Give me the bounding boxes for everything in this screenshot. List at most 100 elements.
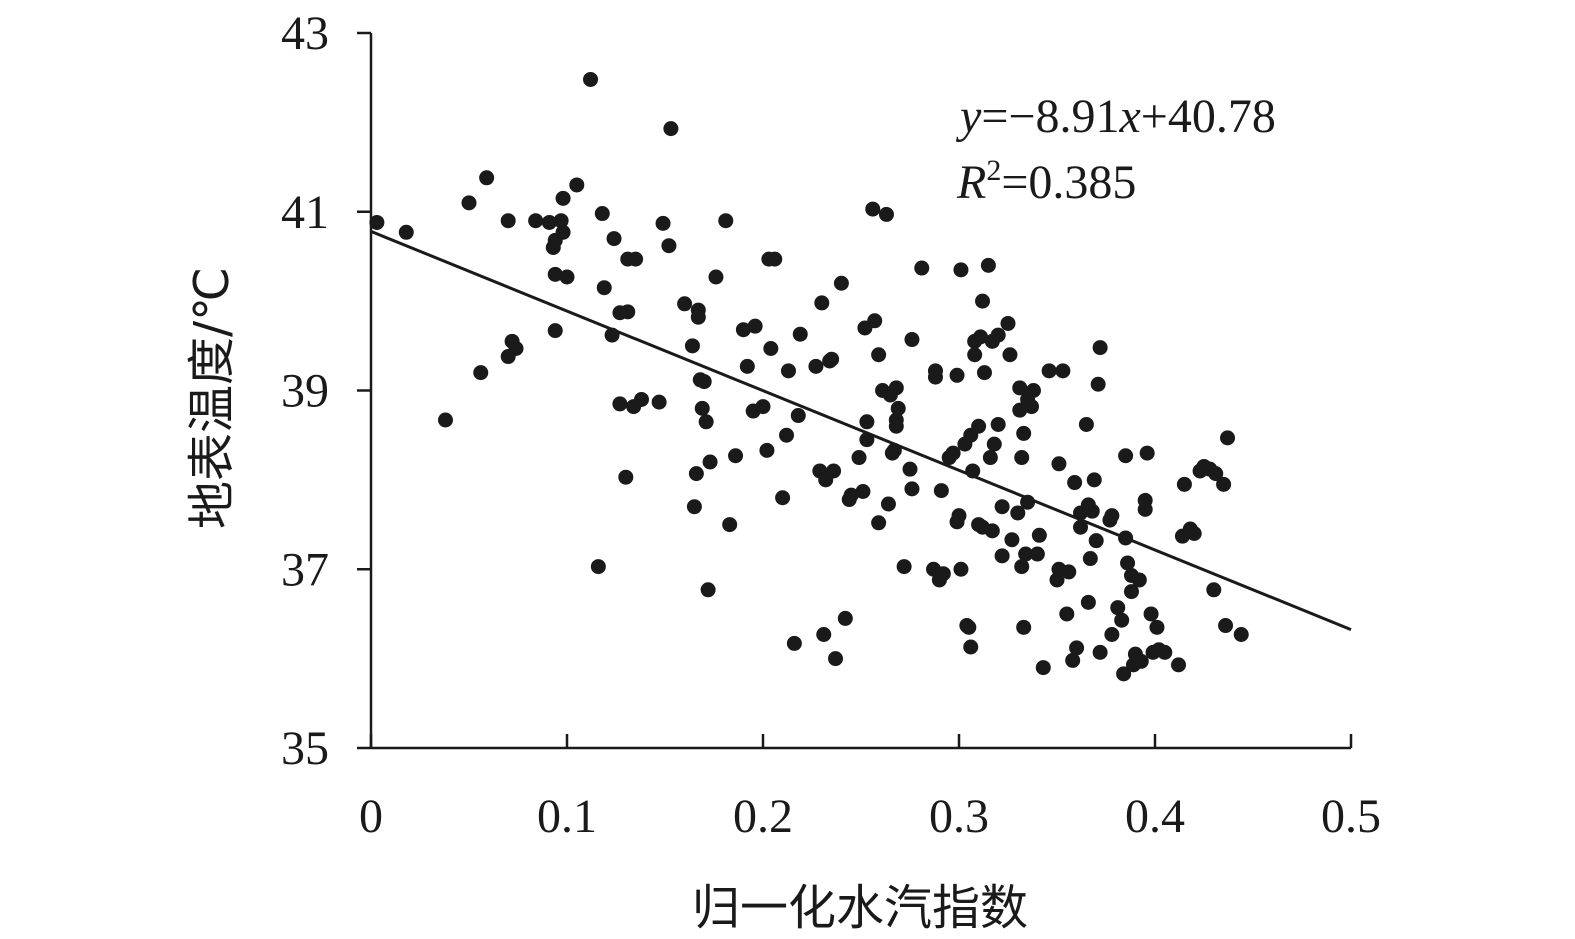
data-point: [1139, 445, 1155, 461]
data-point: [808, 358, 824, 374]
r2-value: =0.385: [1001, 156, 1136, 209]
data-point: [596, 280, 612, 296]
data-point: [1067, 475, 1083, 491]
data-point: [1233, 626, 1249, 642]
eq-y: y: [955, 90, 982, 143]
data-point: [528, 213, 544, 229]
data-point: [975, 293, 991, 309]
data-point: [479, 170, 495, 186]
data-point: [790, 408, 806, 424]
eq-coef: =−8.91: [981, 90, 1119, 143]
data-point: [1073, 519, 1089, 535]
data-point: [690, 309, 706, 325]
data-point: [994, 548, 1010, 564]
data-point: [888, 380, 904, 396]
data-point: [865, 201, 881, 217]
data-point: [651, 394, 667, 410]
data-point: [824, 351, 840, 367]
eq-x: x: [1118, 90, 1140, 143]
data-point: [620, 304, 636, 320]
eq-intercept: +40.78: [1141, 90, 1276, 143]
data-point: [1059, 606, 1075, 622]
data-point: [661, 238, 677, 254]
data-point: [1055, 363, 1071, 379]
data-point: [1090, 376, 1106, 392]
data-point: [1088, 533, 1104, 549]
data-point: [961, 619, 977, 635]
data-point: [722, 517, 738, 533]
data-point: [986, 436, 1002, 452]
data-point: [792, 326, 808, 342]
data-point: [606, 231, 622, 247]
data-point: [1092, 340, 1108, 356]
x-tick-label: 0.5: [1321, 790, 1381, 843]
data-point: [1029, 546, 1045, 562]
data-points: [369, 71, 1249, 682]
data-point: [686, 499, 702, 515]
r-squared-label: R2=0.385: [956, 154, 1136, 209]
data-point: [698, 414, 714, 430]
data-point: [867, 313, 883, 329]
data-point: [890, 400, 906, 416]
data-point: [851, 450, 867, 466]
data-point: [1061, 564, 1077, 580]
data-point: [718, 213, 734, 229]
data-point: [1069, 640, 1085, 656]
data-point: [1220, 430, 1236, 446]
data-point: [927, 369, 943, 385]
data-point: [1018, 546, 1034, 562]
data-point: [755, 399, 771, 415]
x-tick-label: 0.4: [1125, 790, 1185, 843]
data-point: [780, 363, 796, 379]
data-point: [904, 332, 920, 348]
data-point: [1035, 660, 1051, 676]
data-point: [555, 224, 571, 240]
data-point: [843, 487, 859, 503]
data-point: [1014, 450, 1030, 466]
data-point: [1176, 476, 1192, 492]
data-point: [904, 481, 920, 497]
data-point: [1065, 652, 1081, 668]
x-axis-title: 归一化水汽指数: [692, 880, 1028, 936]
data-point: [500, 213, 516, 229]
data-point: [1016, 619, 1032, 635]
data-point: [1110, 600, 1126, 616]
data-point: [980, 257, 996, 273]
x-tick-label: 0.2: [733, 790, 793, 843]
data-point: [633, 391, 649, 407]
y-tick-label: 41: [281, 186, 329, 239]
data-point: [973, 329, 989, 345]
data-point: [473, 365, 489, 381]
data-point: [728, 448, 744, 464]
data-point: [1016, 425, 1032, 441]
data-point: [1216, 476, 1232, 492]
data-point: [1218, 618, 1234, 634]
data-point: [461, 195, 477, 211]
data-point: [967, 347, 983, 363]
data-point: [994, 499, 1010, 515]
data-point: [963, 639, 979, 655]
data-point: [859, 414, 875, 430]
data-point: [369, 214, 385, 230]
data-point: [826, 463, 842, 479]
data-point: [735, 322, 751, 338]
data-point: [1024, 399, 1040, 415]
data-point: [1149, 619, 1165, 635]
data-point: [612, 396, 628, 412]
data-point: [933, 483, 949, 499]
data-point: [708, 269, 724, 285]
data-point: [902, 461, 918, 477]
data-point: [1143, 606, 1159, 622]
data-point: [688, 466, 704, 482]
data-point: [547, 323, 563, 339]
data-point: [1104, 508, 1120, 524]
data-point: [786, 635, 802, 651]
data-point: [628, 251, 644, 267]
data-point: [871, 515, 887, 531]
data-point: [618, 469, 634, 485]
r2-r: R: [956, 156, 986, 209]
data-point: [555, 190, 571, 206]
data-point: [1133, 653, 1149, 669]
data-point: [1000, 315, 1016, 331]
